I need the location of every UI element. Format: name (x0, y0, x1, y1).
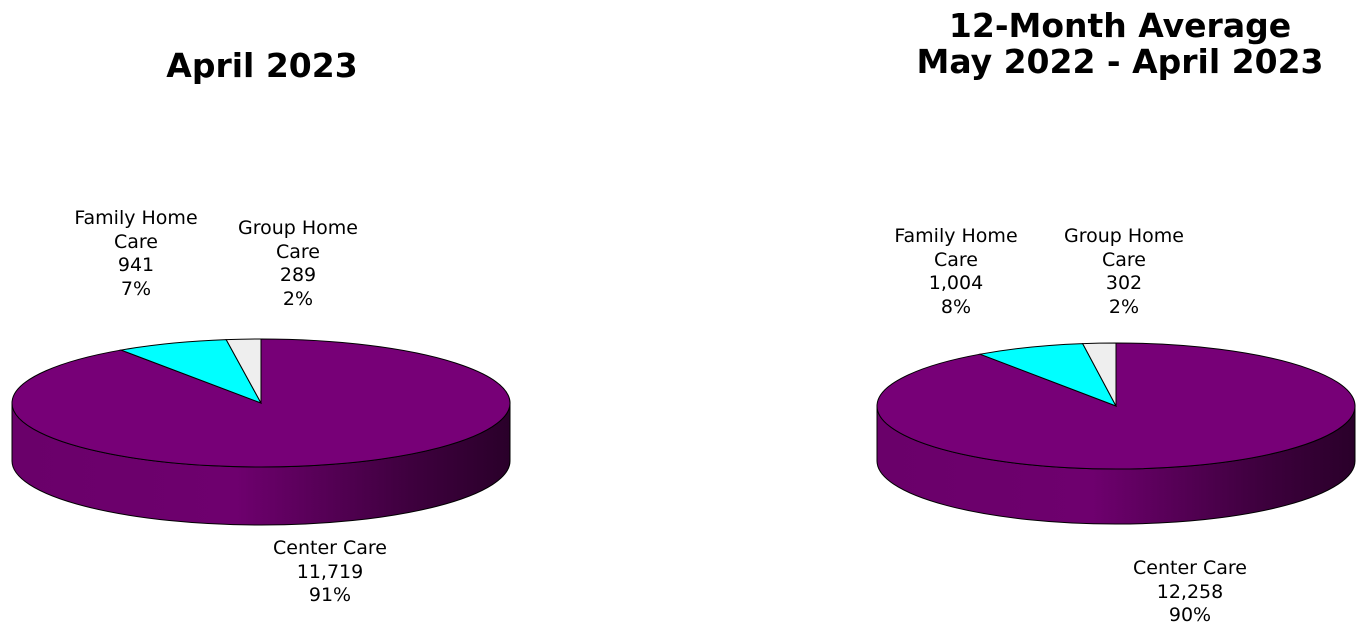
chart-1-label-group-home-care: Group Home Care 289 2% (218, 217, 378, 311)
chart-1-title-text: April 2023 (166, 46, 358, 85)
pie-slice-family-home-care (119, 339, 263, 404)
chart-2-label-center-care: Center Care 12,258 90% (1110, 557, 1270, 628)
slice-percent: 90% (1168, 604, 1212, 626)
slice-value: 289 (279, 264, 317, 286)
chart-2-title-text: 12-Month Average (948, 6, 1292, 45)
slice-name: Family Home Care (74, 207, 198, 253)
slice-value: 11,719 (296, 560, 364, 583)
slice-percent: 7% (120, 277, 152, 300)
slice-percent: 2% (1108, 295, 1140, 318)
pie-slice-group-home-care (225, 338, 262, 404)
chart-1-title: April 2023 (132, 48, 392, 84)
slice-value: 12,258 (1156, 580, 1224, 603)
pie-slice-family-home-care (978, 343, 1118, 407)
chart-2-subtitle-text: May 2022 - April 2023 (916, 42, 1324, 81)
pie-chart-12-month-average (876, 342, 1356, 525)
chart-1-label-family-home-care: Family Home Care 941 7% (56, 207, 216, 301)
slice-name: Center Care (1133, 557, 1247, 579)
slice-percent: 91% (308, 584, 352, 606)
slice-name: Group Home Care (1064, 225, 1184, 271)
slice-value: 941 (117, 254, 155, 276)
slice-percent: 2% (282, 287, 314, 310)
slice-percent: 8% (940, 295, 972, 318)
pie-chart-april-2023 (11, 338, 511, 526)
chart-2-title: 12-Month Average May 2022 - April 2023 (900, 8, 1340, 80)
slice-value: 1,004 (928, 272, 984, 294)
slice-name: Center Care (273, 537, 387, 559)
chart-2-label-group-home-care: Group Home Care 302 2% (1044, 225, 1204, 319)
chart-1-label-center-care: Center Care 11,719 91% (250, 537, 410, 608)
slice-name: Group Home Care (238, 217, 358, 263)
slice-value: 302 (1105, 272, 1143, 294)
slice-name: Family Home Care (894, 225, 1018, 271)
pie-slice-group-home-care (1081, 342, 1117, 407)
chart-2-label-family-home-care: Family Home Care 1,004 8% (876, 225, 1036, 319)
